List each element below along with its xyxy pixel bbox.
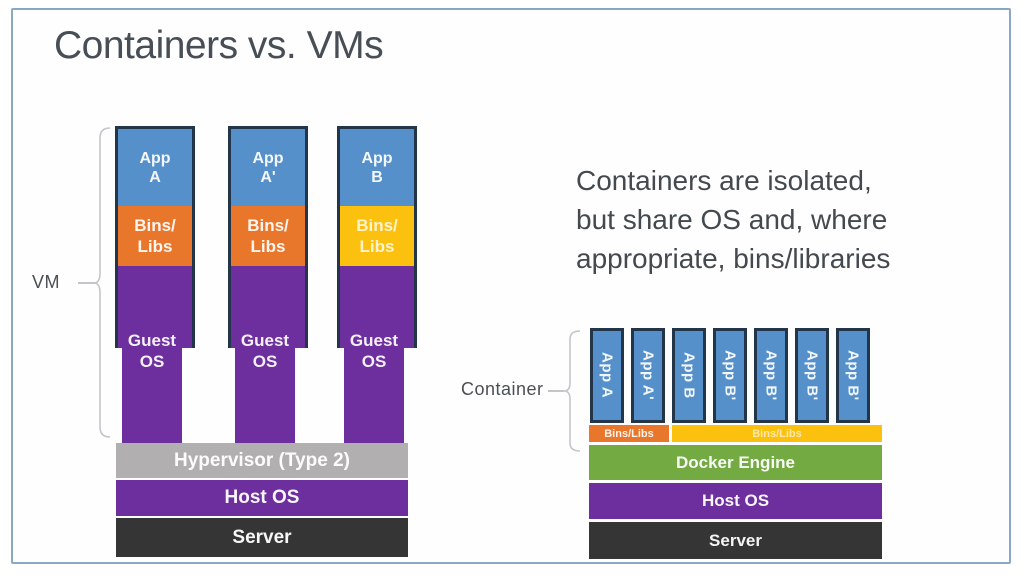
server-layer-right: Server [589,522,882,559]
container-column-label: App A [598,352,616,399]
bins-libs-shared-yellow: Bins/Libs [672,425,882,442]
container-column-label: App B' [844,350,862,401]
bins-label-line: Bins/ [134,216,176,235]
vm-box: App A' Bins/ Libs [228,126,308,348]
vm-brace-connector [78,282,95,284]
container-brace [563,330,581,452]
container-column-2: App A' [631,328,665,423]
vm-column-app-a: App A Bins/ Libs Guest OS [115,126,195,443]
bins-libs-box: Bins/ Libs [118,206,192,266]
bins-label-line: Bins/ [356,216,398,235]
container-column-5: App B' [754,328,788,423]
bins-libs-box: Bins/ Libs [231,206,305,266]
container-column-6: App B' [795,328,829,423]
container-brace-connector [548,390,564,392]
vm-box: App A Bins/ Libs [115,126,195,348]
guest-label-line: Guest [349,331,399,350]
bins-label-line: Libs [250,237,286,256]
container-column-label: App B' [803,350,821,401]
host-os-layer-left: Host OS [116,480,408,516]
vm-column-app-a-prime: App A' Bins/ Libs Guest OS [228,126,308,443]
app-label-line: App [252,149,284,167]
server-layer-left: Server [116,518,408,557]
caption-line-3: appropriate, bins/libraries [576,243,891,274]
guest-label-line: Guest [240,331,290,350]
caption-line-2: but share OS and, where [576,204,888,235]
container-column-1: App A [590,328,624,423]
bins-libs-box-yellow: Bins/ Libs [340,206,414,266]
docker-engine-layer: Docker Engine [589,445,882,480]
app-label-line: B [371,168,383,186]
guest-os-label: Guest OS [228,330,302,372]
container-column-label: App A' [639,350,657,401]
guest-label-line: Guest [127,331,177,350]
vm-box: App B Bins/ Libs [337,126,417,348]
container-column-7: App B' [836,328,870,423]
vm-column-app-b: App B Bins/ Libs Guest OS [337,126,417,443]
guest-os-pillar [122,345,182,443]
guest-os-pillar [344,345,404,443]
hypervisor-layer: Hypervisor (Type 2) [116,443,408,478]
app-label-line: App [139,149,171,167]
app-label-line: A' [260,168,276,186]
guest-label-line: OS [139,352,165,371]
vm-brace [93,127,111,438]
guest-label-line: OS [361,352,387,371]
caption-line-1: Containers are isolated, [576,165,872,196]
container-column-label: App B [680,352,698,399]
guest-label-line: OS [252,352,278,371]
app-a-box: App A [118,129,192,206]
app-b-box: App B [340,129,414,206]
guest-os-label: Guest OS [337,330,411,372]
container-column-4: App B' [713,328,747,423]
app-label-line: A [149,168,161,186]
guest-os-label: Guest OS [115,330,189,372]
bins-label-line: Libs [359,237,395,256]
container-column-label: App B' [721,350,739,401]
vm-group-label: VM [32,272,60,292]
container-group-label: Container [461,379,544,399]
page-title: Containers vs. VMs [54,24,384,67]
app-a-prime-box: App A' [231,129,305,206]
bins-label-line: Libs [137,237,173,256]
guest-os-pillar [235,345,295,443]
container-column-label: App B' [762,350,780,401]
bins-libs-shared-orange: Bins/Libs [589,425,669,442]
container-column-3: App B [672,328,706,423]
bins-label-line: Bins/ [247,216,289,235]
host-os-layer-right: Host OS [589,483,882,519]
app-label-line: App [361,149,393,167]
caption-text: Containers are isolated, but share OS an… [576,161,890,278]
